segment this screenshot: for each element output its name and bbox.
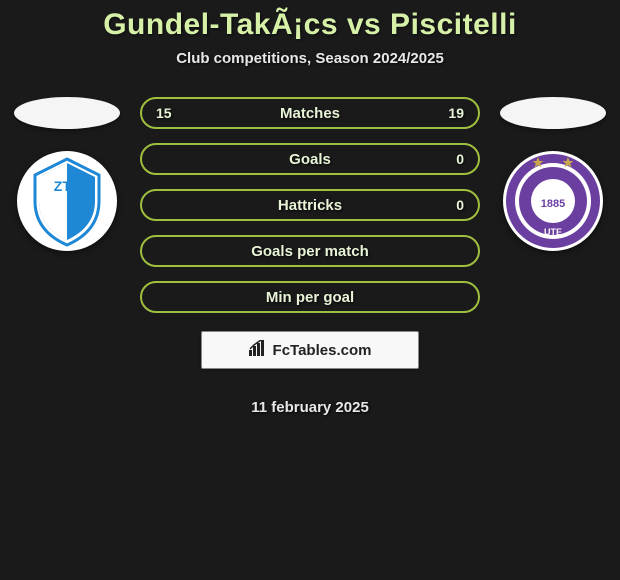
svg-text:UTE: UTE (544, 227, 562, 237)
zte-logo-icon: ZTE (17, 151, 117, 251)
stat-label: Min per goal (266, 289, 354, 306)
chart-icon (249, 340, 267, 361)
stat-bar-goals-per-match: Goals per match (140, 235, 480, 267)
stat-label: Matches (280, 105, 340, 122)
ute-logo-icon: 1885 UTE (503, 151, 603, 251)
attribution-text: FcTables.com (273, 342, 372, 359)
stats-column: 15 Matches 19 Goals 0 Hattricks 0 Goals per mat… (140, 97, 480, 416)
left-flag-icon (14, 97, 120, 129)
stat-label: Hattricks (278, 197, 342, 214)
page-title: Gundel-TakÃ¡cs vs Piscitelli (0, 8, 620, 42)
svg-text:ZTE: ZTE (54, 178, 80, 194)
stat-bar-matches: 15 Matches 19 (140, 97, 480, 129)
stat-right-value: 19 (448, 105, 464, 121)
attribution-box[interactable]: FcTables.com (201, 331, 419, 369)
page-subtitle: Club competitions, Season 2024/2025 (0, 50, 620, 67)
stat-label: Goals (289, 151, 331, 168)
stat-right-value: 0 (456, 151, 464, 167)
stat-label: Goals per match (251, 243, 369, 260)
stat-bar-min-per-goal: Min per goal (140, 281, 480, 313)
stat-left-value: 15 (156, 105, 172, 121)
date-text: 11 february 2025 (251, 399, 369, 416)
stat-right-value: 0 (456, 197, 464, 213)
svg-text:1885: 1885 (541, 198, 565, 210)
right-club-column: 1885 UTE (498, 97, 608, 251)
left-club-logo: ZTE (17, 151, 117, 251)
stat-bar-hattricks: Hattricks 0 (140, 189, 480, 221)
main-row: ZTE 15 Matches 19 Goals 0 Hattricks 0 Goals per… (0, 97, 620, 416)
right-club-logo: 1885 UTE (503, 151, 603, 251)
comparison-widget: Gundel-TakÃ¡cs vs Piscitelli Club compet… (0, 0, 620, 416)
left-club-column: ZTE (12, 97, 122, 251)
stat-bar-goals: Goals 0 (140, 143, 480, 175)
right-flag-icon (500, 97, 606, 129)
